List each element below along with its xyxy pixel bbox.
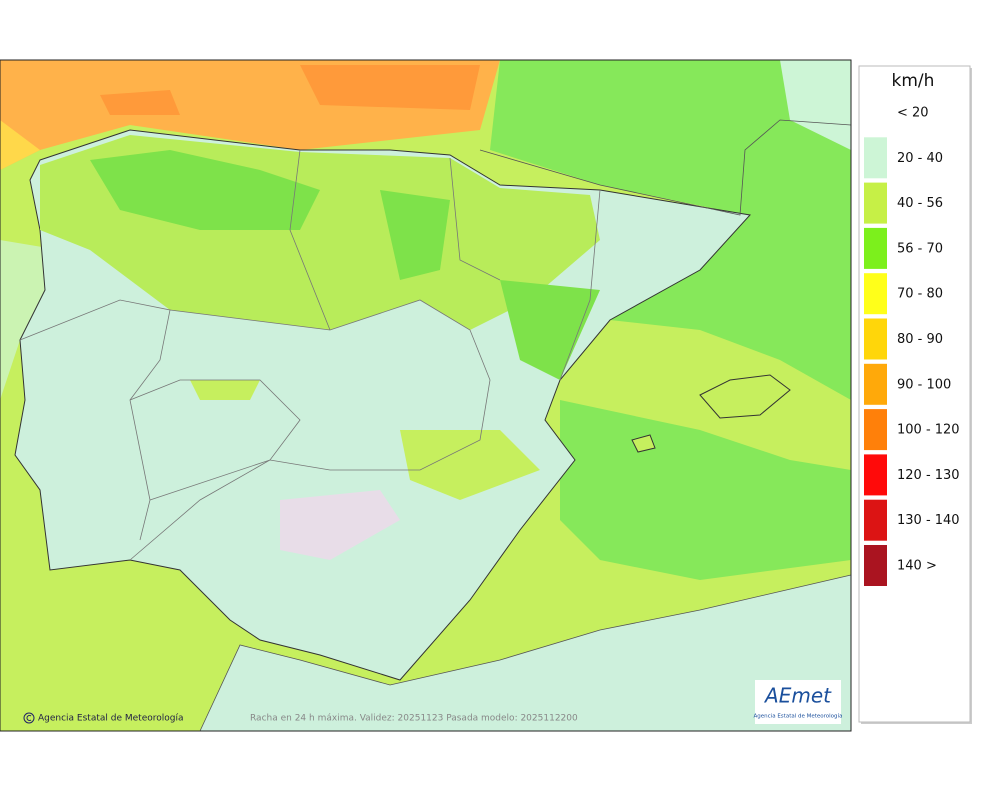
logo-box bbox=[755, 680, 841, 724]
wind-zone bbox=[780, 60, 851, 150]
legend-swatch bbox=[864, 545, 887, 586]
mallorca bbox=[699, 374, 791, 419]
copyright-icon bbox=[23, 712, 35, 724]
legend-swatch bbox=[864, 92, 887, 133]
legend-label: 120 - 130 bbox=[897, 468, 960, 483]
legend-label: 56 - 70 bbox=[897, 241, 943, 256]
region-borders bbox=[19, 149, 601, 561]
logo: AEmet bbox=[763, 684, 832, 708]
legend: km/h < 20 20 - 40 40 - 56 56 - 70 70 - 80 80 … bbox=[858, 65, 972, 724]
legend-label: 140 > bbox=[897, 559, 937, 574]
legend-label: < 20 bbox=[897, 106, 929, 121]
legend-swatch bbox=[864, 273, 887, 315]
map-frame bbox=[0, 59, 852, 732]
map: Agencia Estatal de Meteorología Racha en… bbox=[0, 59, 852, 732]
wind-zone bbox=[560, 400, 851, 580]
legend-swatch bbox=[864, 137, 887, 179]
legend-swatch bbox=[864, 409, 887, 451]
legend-unit: km/h bbox=[892, 71, 935, 91]
wind-zone bbox=[490, 60, 851, 400]
wind-zone bbox=[190, 380, 540, 500]
wind-zone bbox=[280, 490, 400, 560]
legend-swatch bbox=[864, 227, 887, 269]
legend-label: 130 - 140 bbox=[897, 513, 960, 528]
caption: Racha en 24 h máxima. Validez: 20251123 … bbox=[250, 714, 578, 724]
legend-label: 40 - 56 bbox=[897, 196, 943, 211]
legend-swatch bbox=[864, 499, 887, 541]
ibiza bbox=[631, 434, 656, 453]
legend-swatch bbox=[864, 318, 887, 360]
wind-zone bbox=[100, 65, 480, 115]
legend-label: 20 - 40 bbox=[897, 151, 943, 166]
wind-zone bbox=[90, 150, 600, 380]
legend-label: 70 - 80 bbox=[897, 287, 943, 302]
legend-swatch bbox=[864, 182, 887, 224]
legend-label: 80 - 90 bbox=[897, 332, 943, 347]
legend-label: 100 - 120 bbox=[897, 423, 960, 438]
credit: Agencia Estatal de Meteorología bbox=[38, 714, 184, 724]
legend-label: 90 - 100 bbox=[897, 377, 951, 392]
france-border bbox=[479, 119, 852, 216]
wind-zone bbox=[0, 120, 40, 170]
legend-swatch bbox=[864, 454, 887, 496]
logo-subtitle: Agencia Estatal de Meteorología bbox=[754, 713, 843, 720]
legend-swatch bbox=[864, 363, 887, 405]
